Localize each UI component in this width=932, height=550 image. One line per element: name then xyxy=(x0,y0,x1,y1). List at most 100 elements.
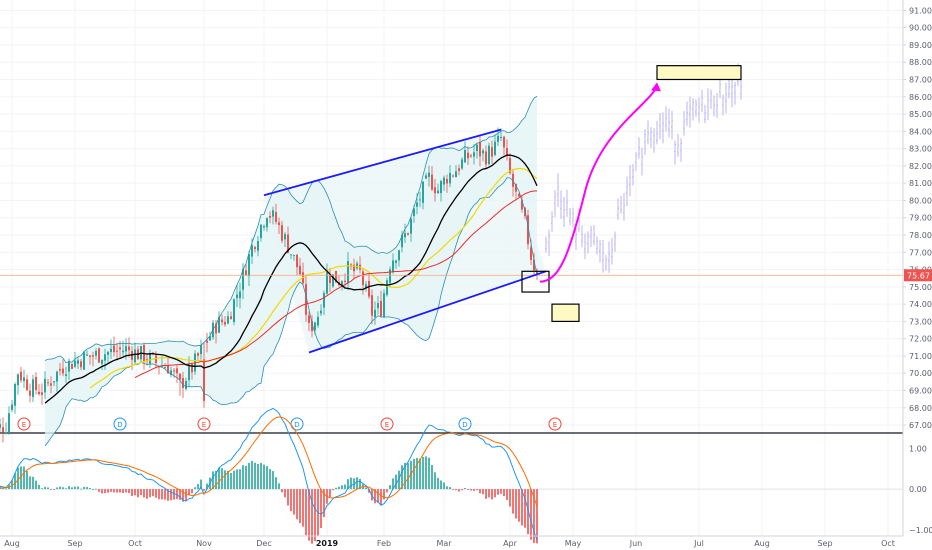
time-axis[interactable]: Aug Sep Oct Nov Dec 2019 Feb Mar Apr May Jun Jul Aug… xyxy=(0,535,903,548)
candle-body xyxy=(20,371,22,381)
price-tick-label: 71.00 xyxy=(909,352,932,361)
price-tick-label: 87.00 xyxy=(909,75,932,84)
candle-body xyxy=(188,364,190,381)
candle-body xyxy=(236,294,238,299)
drawings[interactable] xyxy=(0,65,903,354)
candle-body xyxy=(176,368,178,374)
candle-body xyxy=(185,380,187,389)
macd-histogram-bar xyxy=(38,484,40,490)
macd-pane xyxy=(0,407,903,544)
price-axis-tick: 84.00 xyxy=(903,127,932,136)
candle-body xyxy=(440,181,442,193)
macd-histogram-bar xyxy=(143,489,145,498)
candle-body xyxy=(233,299,235,323)
candle-body xyxy=(182,378,184,388)
candle-body xyxy=(479,141,481,157)
candle-body xyxy=(47,382,49,384)
candle-body xyxy=(221,319,223,323)
price-tick-label: 78.00 xyxy=(909,231,932,240)
macd-histogram-bar xyxy=(83,486,85,490)
channel-upper-line[interactable] xyxy=(263,128,502,197)
macd-histogram-bar xyxy=(344,484,346,490)
price-axis[interactable]: 91.00 90.00 89.00 88.00 87.00 86.00 85.00 84.00… xyxy=(902,0,932,536)
macd-histogram-bar xyxy=(443,482,445,490)
event-marker-e[interactable]: E xyxy=(548,417,562,431)
price-axis-tick: 83.00 xyxy=(903,145,932,154)
event-marker-circle xyxy=(548,417,562,431)
candle-body xyxy=(86,354,88,356)
candle-body xyxy=(218,317,220,333)
time-tick-label: Oct xyxy=(128,539,142,548)
candle-body xyxy=(281,225,283,241)
candle-body xyxy=(95,350,97,356)
macd-histogram-bar xyxy=(383,489,385,500)
candle-body xyxy=(5,432,7,434)
event-marker-d[interactable]: D xyxy=(113,417,127,431)
event-marker-e[interactable]: E xyxy=(197,417,211,431)
candle-body xyxy=(227,316,229,324)
time-tick-label: Mar xyxy=(436,539,452,548)
candle-body xyxy=(299,265,301,275)
price-axis-tick: 70.00 xyxy=(903,369,932,378)
candle-body xyxy=(491,147,493,157)
target-box[interactable] xyxy=(656,65,742,81)
price-tick-label: 85.00 xyxy=(909,110,932,119)
price-tick-label: 74.00 xyxy=(909,300,932,309)
macd-histogram-bar xyxy=(437,477,439,490)
candle-body xyxy=(347,261,349,284)
macd-histogram-bar xyxy=(407,463,409,490)
price-axis-tick: 80.00 xyxy=(903,196,932,205)
macd-histogram-bar xyxy=(530,489,532,540)
candle-body xyxy=(530,247,532,260)
macd-histogram-bar xyxy=(104,489,106,494)
macd-histogram-bar xyxy=(5,488,7,490)
macd-histogram-bar xyxy=(398,470,400,490)
macd-histogram-bar xyxy=(497,489,499,495)
macd-histogram-bar xyxy=(212,471,214,490)
macd-histogram-bar xyxy=(302,489,304,527)
candle-body xyxy=(368,280,370,297)
candle-body xyxy=(413,208,415,217)
macd-histogram-bar xyxy=(68,486,70,490)
event-marker-e[interactable]: E xyxy=(17,417,31,431)
candle-body xyxy=(515,183,517,192)
macd-histogram-bar xyxy=(245,465,247,490)
candle-body xyxy=(80,361,82,368)
price-axis-tick: 89.00 xyxy=(903,41,932,50)
target-box[interactable] xyxy=(521,270,550,293)
macd-histogram-bar xyxy=(527,489,529,535)
macd-histogram-bar xyxy=(428,457,430,490)
channel-lower-line[interactable] xyxy=(308,270,547,354)
macd-histogram-bar xyxy=(461,489,463,491)
macd-histogram-bar xyxy=(494,489,496,498)
candle-body xyxy=(509,157,511,174)
event-marker-e[interactable]: E xyxy=(380,417,394,431)
candle-body xyxy=(422,181,424,203)
time-tick-label: Feb xyxy=(377,539,391,548)
candle-body xyxy=(83,352,85,370)
event-marker-d[interactable]: D xyxy=(290,417,304,431)
event-marker-label: E xyxy=(553,421,557,429)
macd-histogram-bar xyxy=(263,464,265,490)
candle-body xyxy=(200,345,202,355)
macd-axis[interactable]: 1.00 0.00 −1.00 xyxy=(909,444,932,535)
target-box[interactable] xyxy=(551,303,580,323)
macd-histogram-bar xyxy=(89,487,91,490)
macd-histogram-bar xyxy=(446,486,448,490)
price-tick-label: 69.00 xyxy=(909,387,932,396)
macd-histogram-bar xyxy=(332,489,334,491)
candle-body xyxy=(308,315,310,324)
macd-histogram-bar xyxy=(476,489,478,491)
macd-histogram-bar xyxy=(65,488,67,490)
candle-body xyxy=(329,275,331,284)
macd-histogram-bar xyxy=(119,489,121,493)
macd-histogram-bar xyxy=(464,487,466,490)
forecast-arrow[interactable] xyxy=(539,85,658,283)
macd-histogram-bar xyxy=(434,472,436,490)
event-marker-d[interactable]: D xyxy=(458,417,472,431)
macd-histogram-bar xyxy=(17,467,19,490)
candle-body xyxy=(248,254,250,277)
macd-histogram-bar xyxy=(347,479,349,490)
